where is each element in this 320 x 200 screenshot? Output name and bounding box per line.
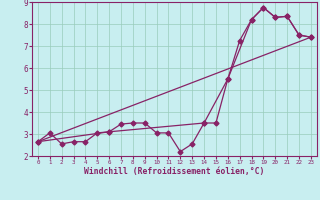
X-axis label: Windchill (Refroidissement éolien,°C): Windchill (Refroidissement éolien,°C) [84, 167, 265, 176]
